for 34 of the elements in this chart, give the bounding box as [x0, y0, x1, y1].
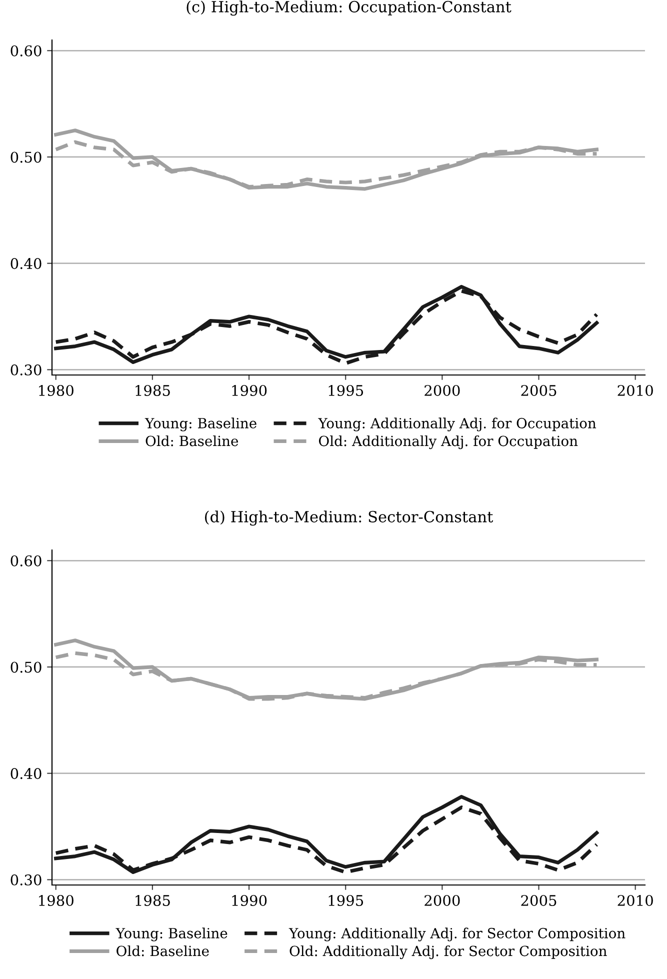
- y-tick-label: 0.50: [10, 152, 42, 163]
- x-tick-label: 1995: [328, 894, 364, 906]
- y-tick-label: 0.30: [10, 364, 42, 376]
- x-tick-label: 1990: [232, 384, 267, 396]
- y-tick-label: 0.60: [10, 45, 42, 56]
- line-series: [54, 128, 599, 191]
- x-tick-label: 2010: [618, 384, 653, 396]
- legend-label: Young: Additionally Adj. for Occupation: [318, 418, 596, 432]
- x-tick-label: 1980: [39, 384, 74, 396]
- legend-label: Young: Baseline: [144, 418, 256, 432]
- x-tick-label: 2005: [521, 894, 556, 906]
- legend-label: Old: Additionally Adj. for Sector Composition: [290, 945, 607, 960]
- x-tick-label: 1990: [232, 894, 267, 906]
- x-tick-label: 1980: [39, 894, 74, 906]
- chart-title: (c) High-to-Medium: Occupation-Constant: [186, 0, 512, 16]
- x-tick-label: 1985: [136, 384, 170, 396]
- x-tick-label: 2000: [424, 894, 460, 906]
- x-tick-label: 2000: [424, 384, 460, 396]
- x-tick-label: 2010: [618, 894, 653, 906]
- x-tick-label: 2005: [521, 384, 556, 396]
- legend-label: Old: Additionally Adj. for Occupation: [318, 435, 578, 450]
- y-tick-label: 0.40: [10, 768, 42, 780]
- y-tick-label: 0.30: [10, 874, 42, 886]
- x-tick-label: 1995: [328, 384, 364, 396]
- line-series: [54, 638, 599, 701]
- legend-label: Young: Additionally Adj. for Sector Composition: [288, 928, 626, 942]
- legend-label: Young: Baseline: [116, 928, 228, 942]
- x-tick-label: 1985: [136, 894, 170, 906]
- y-tick-label: 0.60: [10, 555, 42, 566]
- legend-label: Old: Baseline: [146, 435, 238, 446]
- chart-title: (d) High-to-Medium: Sector-Constant: [205, 510, 494, 526]
- y-tick-label: 0.50: [10, 662, 42, 673]
- legend-label: Old: Baseline: [116, 945, 209, 956]
- y-tick-label: 0.40: [10, 258, 42, 270]
